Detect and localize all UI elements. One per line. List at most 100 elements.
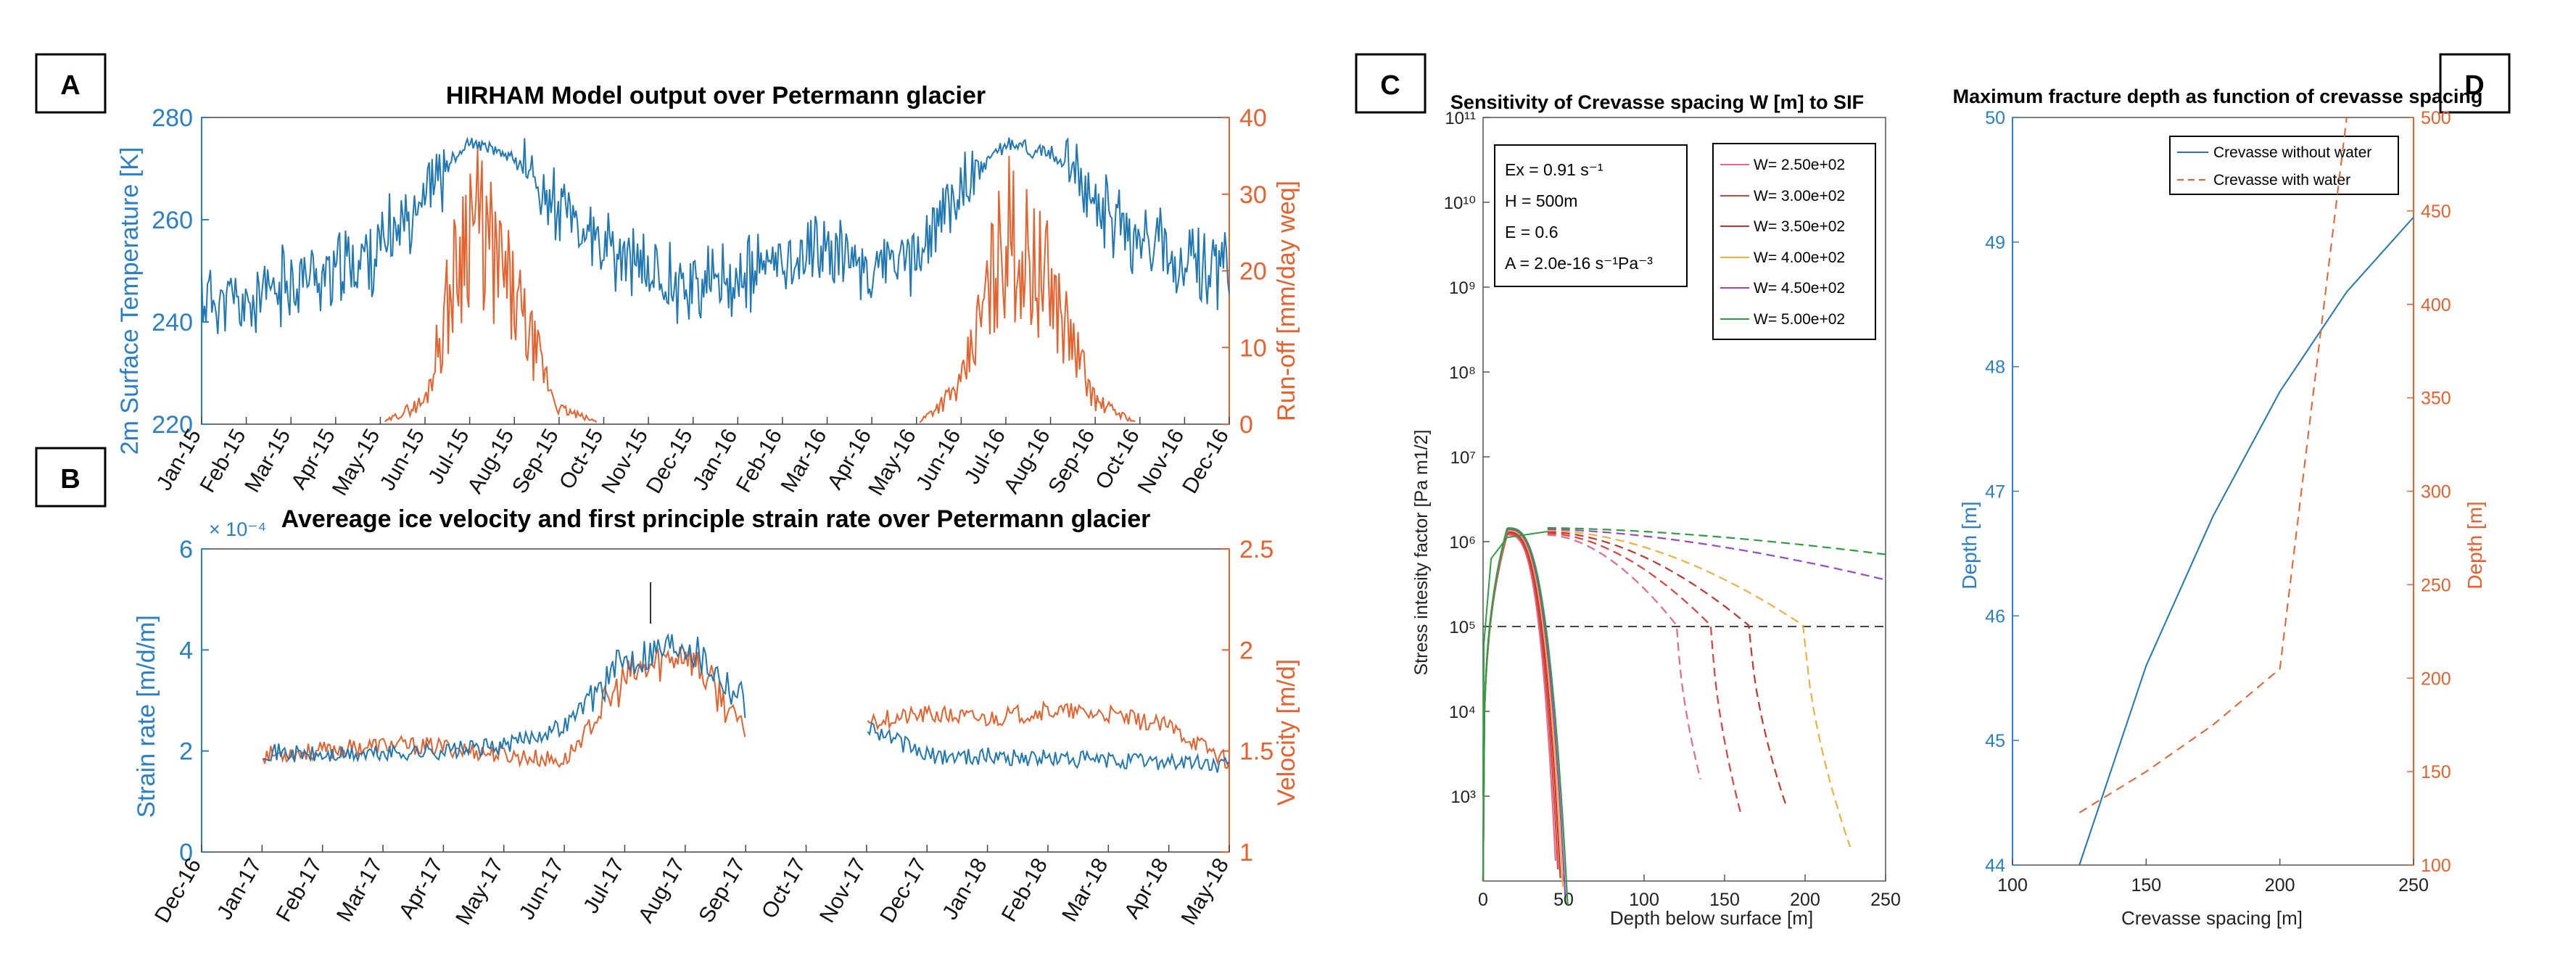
chart-a-xtick-label: Jun-15 [376, 425, 429, 495]
panel-label-b-box: B [35, 447, 107, 508]
chart-b-xtick-label: Apr-18 [1120, 854, 1173, 922]
chart-b-ylabel-right: Velocity [m/d] [1273, 659, 1300, 806]
chart-b-xtick-label: Mar-17 [332, 854, 387, 926]
chart-d-xtick-label: 200 [2265, 875, 2295, 896]
chart-b-ytick-right-label: 2 [1239, 637, 1253, 664]
chart-a-ytick-right-label: 40 [1239, 104, 1267, 132]
chart-b-xtick-label: Dec-17 [875, 854, 931, 927]
chart-b-xtick-label: Mar-18 [1057, 854, 1112, 926]
chart-b-xtick-label: Feb-17 [272, 854, 327, 926]
chart-c-ytick-label: 10⁷ [1450, 448, 1476, 468]
chart-d-ytick-right-label: 200 [2421, 669, 2451, 689]
chart-b-xtick-label: Dec-16 [150, 854, 206, 927]
chart-c-ytick-label: 10⁶ [1449, 533, 1476, 553]
chart-d-ytick-left-label: 46 [1985, 606, 2005, 626]
panel-label-a: A [60, 70, 80, 101]
panel-label-c-box: C [1355, 53, 1427, 114]
chart-c-param-a: A = 2.0e-16 s⁻¹Pa⁻³ [1505, 254, 1653, 273]
chart-d-ytick-right-label: 400 [2421, 295, 2451, 315]
chart-b-xtick-label: Sep-17 [694, 854, 750, 927]
chart-c-ylabel: Stress intesity factor [Pa m1/2] [1411, 429, 1432, 675]
panel-label-d-box: D [2439, 53, 2511, 114]
chart-b-ylabel-left: Strain rate [m/d/m] [133, 615, 160, 818]
chart-c-dashed-curve [1547, 527, 1886, 555]
chart-c-xlabel: Depth below surface [m] [1610, 907, 1813, 929]
chart-a-ytick-right-label: 20 [1239, 258, 1267, 286]
chart-c-dashed-curve [1547, 532, 1742, 814]
chart-c-legend-item: W= 4.00e+02 [1754, 249, 1845, 266]
chart-b-xtick-label: Feb-18 [997, 854, 1052, 926]
chart-a-plot-frame [201, 117, 1230, 425]
chart-c-solid-curve [1482, 526, 1569, 905]
chart-d-ytick-right-label: 150 [2421, 762, 2451, 782]
chart-c-xtick-label: 0 [1478, 890, 1488, 910]
chart-c-dashed-curve [1547, 528, 1886, 581]
chart-c-ytick-label: 10⁹ [1449, 278, 1476, 298]
chart-c-legend-item: W= 3.50e+02 [1754, 218, 1845, 235]
chart-c-dashed-curve [1547, 534, 1701, 779]
chart-d-ytick-right-label: 300 [2421, 482, 2451, 503]
chart-a-title: HIRHAM Model output over Petermann glaci… [446, 82, 986, 109]
chart-c-legend-item: W= 4.50e+02 [1754, 280, 1845, 297]
chart-b-ytick-right-label: 1.5 [1239, 738, 1273, 766]
chart-a-xtick-label: Jun-16 [912, 425, 965, 495]
chart-a-ylabel-right: Run-off [mm/day weq] [1273, 181, 1300, 421]
chart-d-series-without-water [2078, 216, 2414, 866]
chart-b-xtick-label: Apr-17 [395, 854, 448, 922]
chart-d-ytick-right-label: 100 [2421, 856, 2451, 876]
chart-c-rise-curve [1482, 530, 1548, 797]
chart-b-plot-frame [201, 548, 1230, 853]
chart-d-ytick-left-label: 48 [1985, 357, 2005, 378]
chart-c-ytick-label: 10⁵ [1449, 618, 1476, 637]
chart-b-series-strain-rate [263, 632, 1230, 773]
chart-b-xtick-label: Jan-17 [212, 854, 266, 924]
chart-a-ytick-left-label: 220 [152, 411, 193, 439]
chart-a-ytick-left-label: 260 [152, 207, 193, 234]
chart-b-xtick-label: May-18 [1176, 854, 1234, 929]
chart-c-legend: W= 2.50e+02 W= 3.00e+02 W= 3.50e+02 W= 4… [1712, 143, 1876, 340]
chart-c-dashed-curve [1547, 531, 1787, 806]
chart-d-legend: Crevasse without water Crevasse with wat… [2169, 136, 2399, 195]
chart-b-xtick-label: Jun-17 [515, 854, 569, 924]
panel-label-b: B [60, 464, 80, 495]
chart-b-series-velocity [262, 645, 1230, 769]
chart-a-ytick-right-label: 0 [1239, 411, 1253, 439]
chart-d-xlabel: Crevasse spacing [m] [2121, 907, 2303, 929]
chart-d-title: Maximum fracture depth as function of cr… [1953, 86, 2483, 107]
chart-d-ylabel-left: Depth [m] [1958, 501, 1981, 589]
chart-a-ytick-left-label: 280 [152, 104, 193, 132]
chart-d-xtick-label: 250 [2398, 875, 2429, 896]
chart-c-xtick-label: 200 [1790, 890, 1820, 910]
chart-c-ytick-label: 10⁴ [1449, 703, 1476, 722]
chart-c-xtick-label: 150 [1709, 890, 1740, 910]
chart-b-ytick-left-label: 0 [179, 839, 193, 867]
chart-d-xtick-label: 150 [2131, 875, 2161, 896]
chart-c-plot-frame [1482, 117, 1886, 882]
chart-d-ytick-left-label: 50 [1985, 108, 2005, 128]
chart-a-series-runoff [384, 148, 1136, 423]
chart-c-legend-item: W= 3.00e+02 [1754, 188, 1845, 204]
chart-b-ytick-left-label: 6 [179, 536, 193, 563]
chart-b-xtick-label: Jan-18 [938, 854, 991, 924]
chart-b-ytick-left-label: 2 [179, 738, 193, 766]
chart-c-legend-item: W= 5.00e+02 [1754, 311, 1845, 328]
chart-c-param-box: Ex = 0.91 s⁻¹ H = 500m E = 0.6 A = 2.0e-… [1494, 144, 1688, 287]
chart-d-ytick-right-label: 450 [2421, 202, 2451, 222]
chart-c-xtick-label: 50 [1553, 890, 1574, 910]
chart-a-ytick-right-label: 30 [1239, 181, 1267, 209]
chart-d-ytick-right-label: 350 [2421, 389, 2451, 409]
chart-d-legend-item: Crevasse without water [2213, 144, 2371, 161]
chart-d-xtick-label: 100 [1997, 875, 2028, 896]
chart-d-ytick-left-label: 45 [1985, 731, 2005, 751]
chart-d-ytick-right-label: 500 [2421, 108, 2451, 128]
chart-b-ytick-right-label: 2.5 [1239, 536, 1273, 563]
chart-d-ytick-left-label: 47 [1985, 482, 2005, 503]
chart-a-ylabel-left: 2m Surface Temperature [K] [116, 147, 144, 455]
chart-c-title: Sensitivity of Crevasse spacing W [m] to… [1450, 91, 1864, 113]
panel-label-d: D [2464, 70, 2484, 101]
chart-c-legend-item: W= 2.50e+02 [1754, 157, 1845, 173]
chart-a-ytick-right-label: 10 [1239, 334, 1267, 362]
chart-c-ytick-label: 10³ [1450, 787, 1476, 807]
chart-b-xtick-label: Nov-17 [815, 854, 871, 927]
